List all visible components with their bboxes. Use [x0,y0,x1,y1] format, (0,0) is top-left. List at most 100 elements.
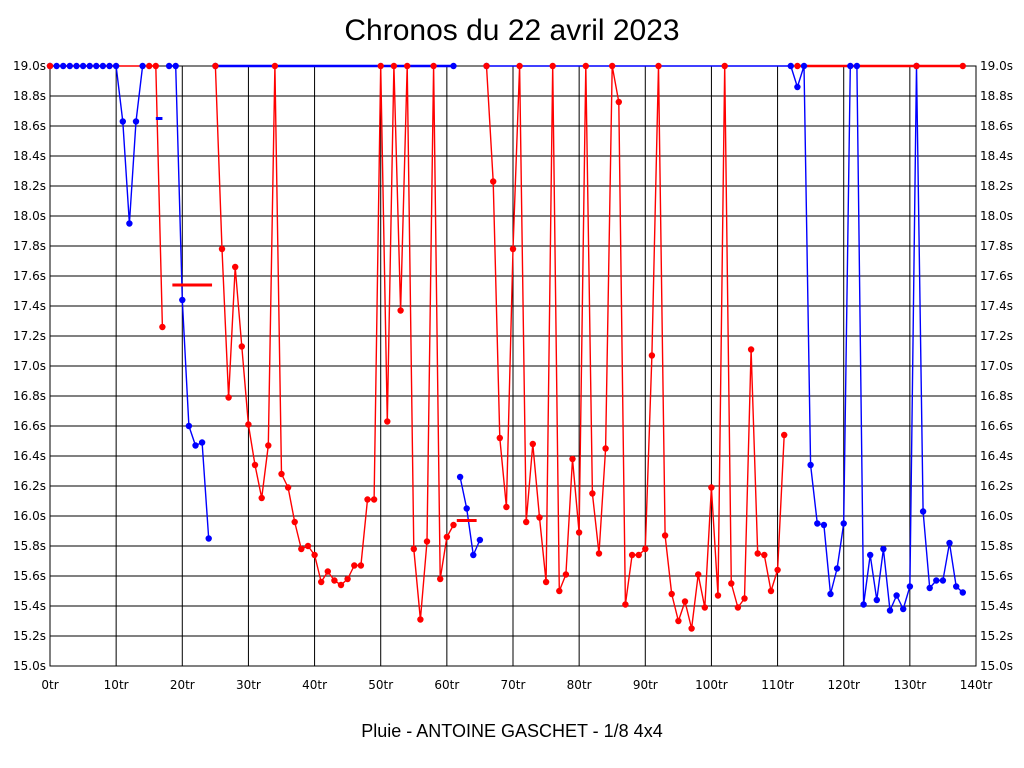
series-2-point [351,562,358,569]
y-tick-label-right: 17.4s [980,299,1013,313]
y-tick-label-left: 17.8s [13,239,46,253]
y-tick-label-right: 16.0s [980,509,1013,523]
series-2-point [761,551,768,559]
chart-subtitle: Pluie - ANTOINE GASCHET - 1/8 4x4 [361,721,663,741]
series-1-point [198,439,206,446]
series-2-point [225,394,232,401]
y-tick-label-left: 17.2s [13,329,46,343]
series-1-point [787,62,794,70]
series-2-point [668,590,675,598]
series-1-point [112,62,120,70]
series-2-point [794,62,801,70]
series-2-point [218,245,226,253]
series-1-point [179,296,186,304]
series-1-point [900,605,907,613]
series-2-point [291,518,298,526]
series-1-point [840,520,847,527]
series-2-point [523,518,530,526]
y-tick-label-right: 16.4s [980,449,1013,463]
series-2-point [265,442,272,449]
y-tick-label-right: 15.4s [980,599,1013,613]
y-tick-label-left: 16.2s [13,479,46,493]
series-2-point [337,581,345,589]
series-2-point [232,263,239,271]
series-1-point [476,536,484,544]
x-tick-label: 50tr [368,678,393,692]
series-2-point [377,62,384,70]
series-2-point [655,62,662,70]
x-tick-label: 40tr [302,678,327,692]
series-1-point [86,62,93,70]
series-2-point [443,533,451,541]
series-1-point [820,521,828,529]
series-2-point [331,577,338,584]
series-2-point [344,575,351,583]
series-2-point [721,62,728,70]
series-1-point [853,62,861,70]
series-2-point [642,545,649,553]
series-2-point [628,551,636,559]
y-tick-label-left: 18.4s [13,149,46,163]
series-2-point [278,470,285,478]
series-2-point [675,617,682,625]
series-2-point [556,587,563,595]
series-2-point [681,598,689,605]
series-2-point [390,62,398,70]
series-2-point [589,490,596,497]
series-2-point [774,566,781,574]
series-1-point [886,607,894,614]
y-tick-label-right: 18.8s [980,89,1013,103]
series-2-point [251,461,259,469]
y-tick-label-left: 15.8s [13,539,46,553]
series-2-point [364,496,371,503]
series-2-point [714,592,722,599]
series-2-line [485,65,785,630]
series-1-point [53,62,60,70]
y-tick-label-left: 16.4s [13,449,46,463]
series-2-point [212,62,219,70]
y-tick-label-right: 15.0s [980,659,1013,673]
y-tick-label-left: 15.6s [13,569,46,583]
series-1-point [205,535,212,542]
series-1-point [73,62,80,70]
y-tick-label-left: 18.2s [13,179,46,193]
series-2-point [688,625,695,632]
series-2-point [245,421,252,428]
series-1-point [919,508,927,515]
series-1-point [106,62,113,70]
series-1-point [847,62,854,70]
series-1-point [873,596,880,604]
series-2-point [152,62,159,70]
series-2-point [490,178,497,185]
series-2-point [271,62,279,70]
x-tick-label: 10tr [104,678,129,692]
y-tick-label-right: 16.8s [980,389,1013,403]
series-2-point [437,575,444,583]
series-1-line [459,476,481,556]
y-tick-label-right: 15.6s [980,569,1013,583]
x-tick-label: 140tr [960,678,993,692]
series-1-point [456,473,464,481]
series-1-point [827,590,834,598]
series-1-point [79,62,87,70]
x-tick-label: 30tr [236,678,261,692]
y-tick-label-right: 18.0s [980,209,1013,223]
y-tick-label-left: 18.0s [13,209,46,223]
series-2-point [318,578,325,586]
series-1-point [953,583,960,590]
series-2-point [423,538,431,545]
series-2-point [635,551,642,559]
series-1-point [192,442,199,449]
series-2-point [450,521,457,529]
series-2-point [496,434,503,442]
series-2-point [734,604,742,611]
series-1-point [450,62,457,70]
series-2-point [483,62,490,70]
series-2-point [417,616,424,623]
y-tick-label-right: 17.8s [980,239,1013,253]
series-2-point [747,346,755,353]
series-1-point [867,551,874,559]
series-2-point [767,587,775,595]
y-tick-label-left: 15.4s [13,599,46,613]
x-tick-label: 70tr [501,678,526,692]
